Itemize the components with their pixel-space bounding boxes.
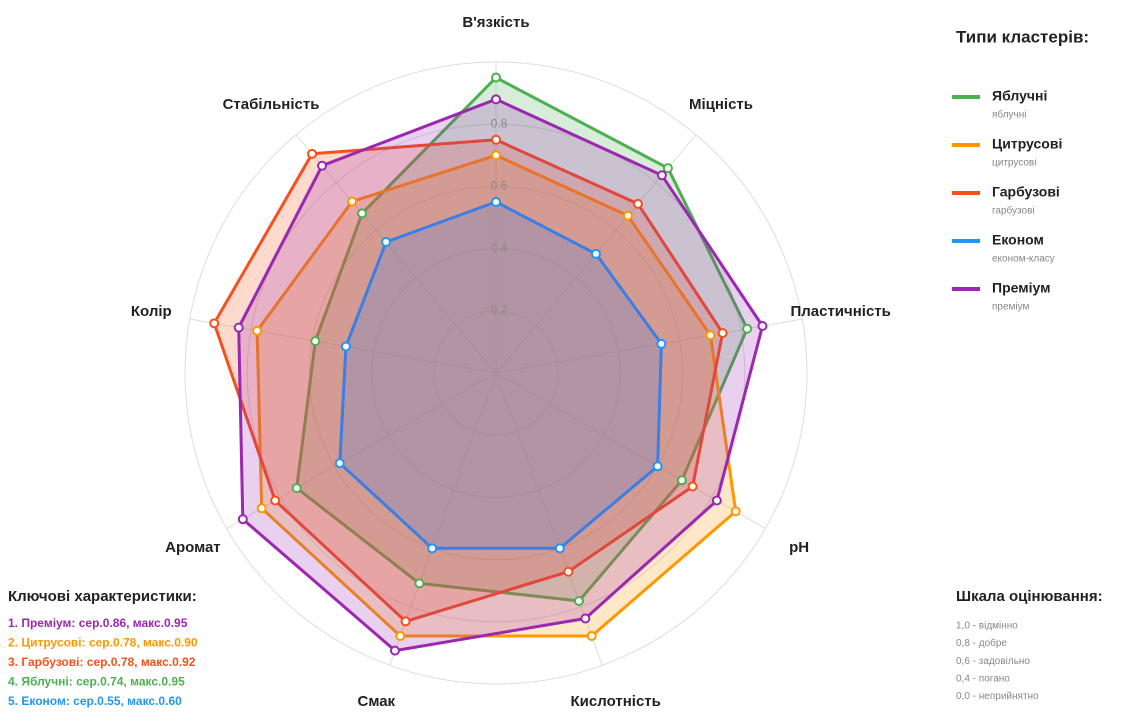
series-area xyxy=(338,200,663,550)
data-point xyxy=(590,248,601,259)
data-point xyxy=(491,150,501,161)
legend-desc: гарбузові xyxy=(992,205,1035,217)
data-point xyxy=(622,210,633,221)
data-point xyxy=(711,495,722,506)
key-title: Ключові характеристики: xyxy=(8,588,197,605)
legend-name: Яблучні xyxy=(992,88,1047,104)
legend-desc: яблучні xyxy=(992,109,1026,121)
data-point xyxy=(662,163,673,174)
data-point xyxy=(310,336,321,347)
data-point xyxy=(317,160,328,171)
data-point xyxy=(256,503,267,514)
data-point xyxy=(656,338,667,349)
axis-label: Пластичність xyxy=(790,303,890,320)
data-point xyxy=(307,148,318,159)
tick-label: 0.4 xyxy=(491,241,508,255)
data-point xyxy=(742,323,753,334)
data-point xyxy=(357,208,368,219)
data-point xyxy=(757,321,768,332)
data-point xyxy=(340,341,351,352)
legend-desc: цитрусові xyxy=(992,158,1036,169)
series-area xyxy=(237,97,764,653)
data-point xyxy=(237,514,248,525)
data-point xyxy=(656,170,667,181)
key-item: 2. Цитрусові: сер.0.78, макс.0.90 xyxy=(8,636,198,650)
data-point xyxy=(717,328,728,339)
key-item: 1. Преміум: сер.0.86, макс.0.95 xyxy=(8,616,188,630)
scale-title: Шкала оцінювання: xyxy=(956,588,1103,605)
data-point xyxy=(381,236,392,247)
data-point xyxy=(676,475,687,486)
data-point xyxy=(414,578,425,589)
data-point xyxy=(580,613,591,624)
data-point xyxy=(687,481,698,492)
legend-name: Преміум xyxy=(992,280,1050,296)
data-point xyxy=(252,325,263,336)
data-point xyxy=(586,631,597,642)
series-area xyxy=(212,138,725,623)
key-item: 5. Економ: сер.0.55, макс.0.60 xyxy=(8,694,182,708)
legend-name: Гарбузові xyxy=(992,184,1060,200)
data-point xyxy=(632,198,643,209)
scale-item: 0,4 - погано xyxy=(956,673,1010,684)
scale-item: 1,0 - відмінно xyxy=(956,621,1018,632)
scale-item: 0,0 - неприйнятно xyxy=(956,691,1039,702)
key-item: 4. Яблучні: сер.0.74, макс.0.95 xyxy=(8,675,185,689)
data-point xyxy=(389,645,400,656)
tick-label: 0.6 xyxy=(491,179,508,193)
data-point xyxy=(395,631,406,642)
axis-label: Смак xyxy=(357,693,395,710)
axis-label: Стабільність xyxy=(223,96,320,113)
axis-label: В'язкість xyxy=(462,14,529,31)
key-item: 3. Гарбузові: сер.0.78, макс.0.92 xyxy=(8,655,196,669)
axis-label: Кислотність xyxy=(571,693,661,710)
data-point xyxy=(554,543,565,554)
legend-desc: економ-класу xyxy=(992,254,1055,265)
legend-desc: преміум xyxy=(992,302,1030,313)
data-point xyxy=(400,616,411,627)
tick-label: 0.2 xyxy=(491,303,508,317)
axis-label: Аромат xyxy=(165,539,221,556)
data-point xyxy=(491,196,501,207)
data-point xyxy=(209,318,220,329)
data-point xyxy=(573,595,584,606)
spoke xyxy=(295,134,497,374)
data-point xyxy=(730,506,741,517)
tick-label: 0.8 xyxy=(491,116,508,130)
data-point xyxy=(491,94,501,105)
data-point xyxy=(347,196,358,207)
axis-label: Колір xyxy=(131,303,172,320)
data-point xyxy=(291,483,302,494)
legend-name: Економ xyxy=(992,232,1044,248)
scale-item: 0,8 - добре xyxy=(956,637,1007,649)
spoke xyxy=(389,372,497,666)
data-point xyxy=(491,134,501,145)
data-point xyxy=(233,322,244,333)
data-point xyxy=(334,458,345,469)
legend-name: Цитрусові xyxy=(992,136,1062,152)
data-point xyxy=(427,543,438,554)
axis-label: Міцність xyxy=(689,96,753,113)
data-point xyxy=(270,495,281,506)
data-point xyxy=(563,566,574,577)
scale-item: 0,6 - задовільно xyxy=(956,656,1030,667)
legend-title: Типи кластерів: xyxy=(956,27,1089,46)
data-point xyxy=(491,72,501,83)
data-point xyxy=(705,330,716,341)
axis-label: pH xyxy=(789,539,809,556)
series-area xyxy=(255,153,738,638)
data-point xyxy=(652,461,663,472)
